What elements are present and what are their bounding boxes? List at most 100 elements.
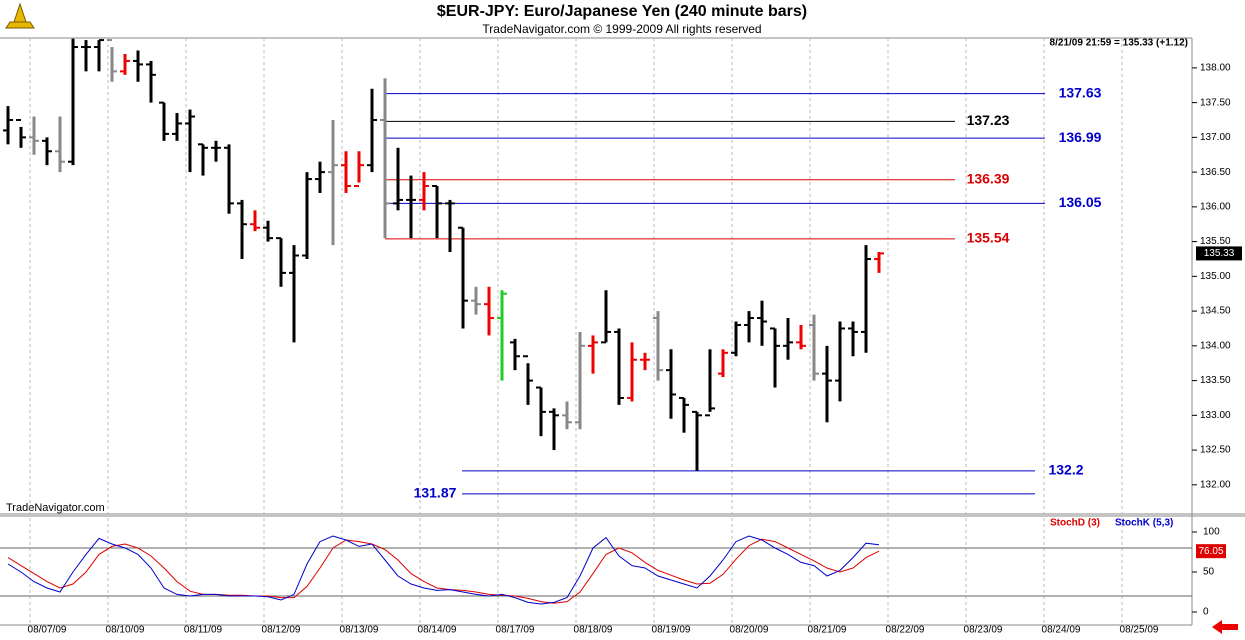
ohlc-bar — [770, 327, 780, 388]
ohlc-bar — [81, 40, 91, 72]
ohlc-bar — [341, 151, 351, 193]
ohlc-bar — [250, 210, 260, 232]
y-tick-label: 137.00 — [1200, 132, 1231, 143]
logo — [5, 2, 35, 29]
y-tick-label: 134.50 — [1200, 306, 1231, 317]
ohlc-bar — [666, 349, 676, 419]
x-tick-label: 08/19/09 — [652, 625, 691, 636]
ohlc-bar — [159, 101, 169, 141]
status: 8/21/09 21:59 = 135.33 (+1.12) — [1050, 38, 1188, 49]
y-tick-label: 100 — [1203, 527, 1220, 538]
ohlc-bar — [3, 106, 13, 145]
ohlc-bar — [497, 290, 507, 381]
watermark: TradeNavigator.com — [6, 502, 105, 514]
ohlc-bar — [783, 318, 793, 360]
ohlc-bar — [133, 50, 143, 82]
x-tick-label: 08/12/09 — [262, 625, 301, 636]
ohlc-bar — [731, 321, 741, 357]
ohlc-bar — [601, 290, 611, 344]
legend-entry: StochK (5,3) — [1115, 518, 1173, 529]
ohlc-bar — [835, 321, 845, 402]
x-tick-label: 08/07/09 — [28, 625, 67, 636]
y-tick-label: 137.50 — [1200, 97, 1231, 108]
x-tick-label: 08/25/09 — [1120, 625, 1159, 636]
ohlc-bar — [380, 78, 390, 239]
stoch-line — [7, 535, 880, 605]
ohlc-bar — [796, 324, 806, 350]
ohlc-bar — [419, 172, 429, 211]
ohlc-bar — [68, 38, 78, 166]
level-label: 132.2 — [1048, 462, 1083, 478]
ohlc-bar — [614, 328, 624, 405]
level-label: 135.54 — [967, 230, 1010, 246]
x-tick-label: 08/10/09 — [106, 625, 145, 636]
ohlc-bar — [302, 172, 312, 259]
ohlc-bar — [523, 355, 533, 405]
level-label: 137.63 — [1059, 84, 1102, 100]
ohlc-bar — [120, 53, 130, 75]
x-tick-label: 08/23/09 — [964, 625, 1003, 636]
ohlc-bar — [536, 386, 546, 437]
ohlc-bar — [198, 143, 208, 176]
ohlc-bar — [640, 352, 650, 371]
level-label: 137.23 — [967, 112, 1010, 128]
ohlc-bar — [328, 119, 338, 246]
level-label: 136.99 — [1059, 129, 1102, 145]
x-tick-label: 08/14/09 — [418, 625, 457, 636]
ohlc-bar — [211, 140, 221, 162]
ohlc-bar — [510, 338, 520, 371]
x-tick-label: 08/20/09 — [730, 625, 769, 636]
x-tick-label: 08/21/09 — [808, 625, 847, 636]
x-tick-label: 08/24/09 — [1042, 625, 1081, 636]
ohlc-bar — [55, 116, 65, 173]
y-tick-label: 50 — [1203, 567, 1215, 578]
ohlc-bar — [848, 321, 858, 357]
ohlc-bar — [679, 396, 689, 433]
ohlc-bar — [744, 311, 754, 343]
ohlc-bar — [94, 39, 104, 72]
ohlc-bar — [276, 237, 286, 287]
ohlc-bar — [289, 245, 299, 343]
ohlc-bar — [393, 147, 403, 211]
ohlc-bar — [185, 109, 195, 173]
y-tick-label: 136.50 — [1200, 167, 1231, 178]
y-tick-label: 132.50 — [1200, 445, 1231, 456]
ohlc-bar — [367, 88, 377, 173]
ohlc-bar — [705, 349, 715, 417]
ohlc-bar — [107, 39, 117, 82]
ohlc-bar — [315, 161, 325, 193]
last-value-label: 76.05 — [1198, 546, 1223, 557]
x-tick-label: 08/18/09 — [574, 625, 613, 636]
ohlc-bar — [42, 137, 52, 166]
ohlc-bar — [822, 345, 832, 423]
ohlc-bar — [692, 410, 702, 471]
ohlc-bar — [29, 116, 39, 155]
y-tick-label: 138.00 — [1200, 63, 1231, 74]
ohlc-bar — [757, 300, 767, 346]
ohlc-bar — [588, 335, 598, 374]
x-tick-label: 08/22/09 — [886, 625, 925, 636]
ohlc-bar — [445, 199, 455, 253]
ohlc-bar — [562, 401, 572, 430]
y-tick-label: 133.00 — [1200, 410, 1231, 421]
y-tick-label: 134.00 — [1200, 340, 1231, 351]
nav-arrow[interactable] — [1212, 620, 1238, 634]
ohlc-bar — [627, 342, 637, 402]
ohlc-bar — [237, 199, 247, 259]
ohlc-bar — [406, 175, 416, 239]
ohlc-bar — [146, 60, 156, 103]
level-label: 136.05 — [1059, 194, 1102, 210]
x-tick-label: 08/13/09 — [340, 625, 379, 636]
last-price-label: 135.33 — [1204, 248, 1235, 259]
last-value-box — [1196, 544, 1226, 559]
y-tick-label: 132.00 — [1200, 479, 1231, 490]
y-tick-label: 0 — [1203, 607, 1209, 618]
subtitle: TradeNavigator.com © 1999-2009 All right… — [482, 22, 761, 36]
y-tick-label: 135.50 — [1200, 236, 1231, 247]
ohlc-bar — [458, 226, 468, 329]
ohlc-bar — [718, 349, 728, 378]
x-tick-label: 08/11/09 — [184, 625, 223, 636]
